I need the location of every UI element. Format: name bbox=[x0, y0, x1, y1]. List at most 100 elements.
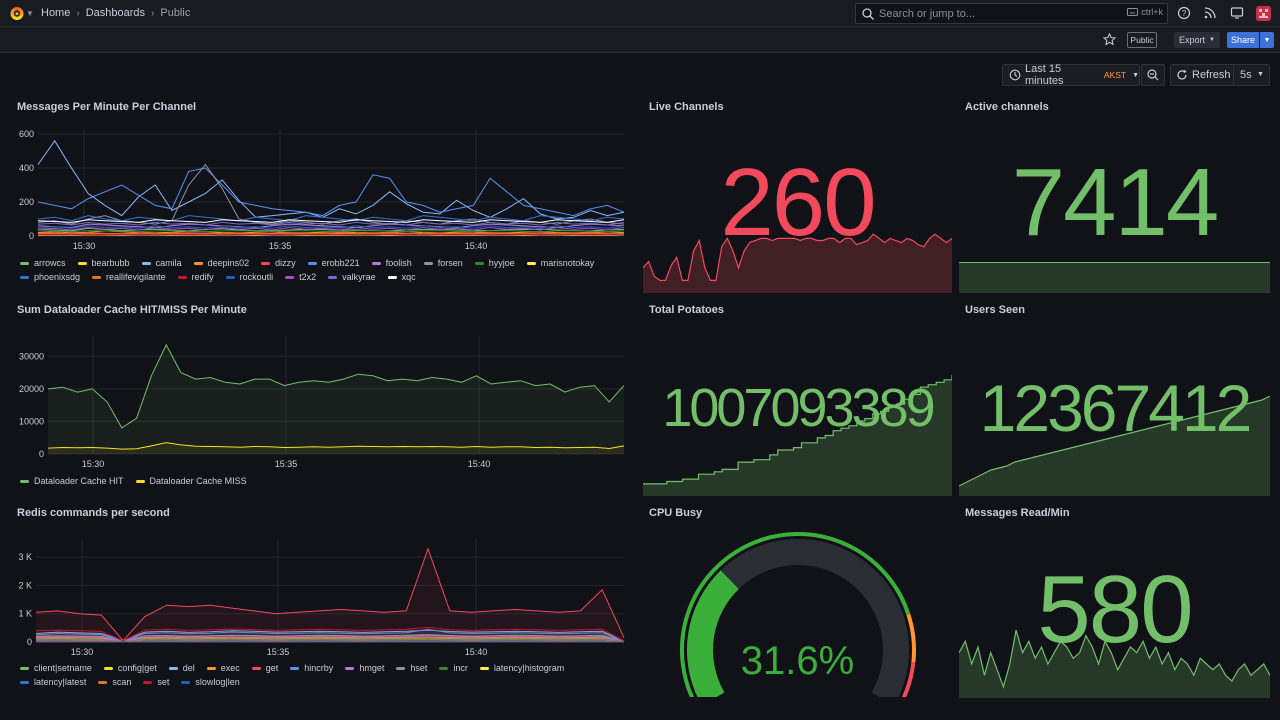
legend-item[interactable]: reallifevigilante bbox=[92, 272, 166, 282]
monitor-icon[interactable] bbox=[1230, 6, 1244, 20]
series-area bbox=[48, 344, 624, 454]
star-icon[interactable] bbox=[1103, 33, 1116, 46]
series-line bbox=[37, 167, 625, 217]
zoom-out-button[interactable] bbox=[1141, 64, 1165, 86]
legend-item[interactable]: client|setname bbox=[20, 663, 92, 673]
legend-label: phoenixsdg bbox=[34, 272, 81, 282]
messages-read-value: 580 bbox=[1037, 556, 1193, 663]
legend-label: arrowcs bbox=[34, 258, 66, 268]
panel-title-cpu-busy[interactable]: CPU Busy bbox=[649, 507, 703, 519]
series-line bbox=[35, 629, 625, 642]
redis-legend: client|setname config|get del exec get hincrb… bbox=[20, 663, 620, 687]
legend-item[interactable]: phoenixsdg bbox=[20, 272, 80, 282]
legend-item[interactable]: hset bbox=[396, 663, 427, 673]
chevron-down-icon[interactable]: ▼ bbox=[26, 9, 34, 18]
legend-item[interactable]: redify bbox=[177, 272, 214, 282]
legend-item[interactable]: Dataloader Cache MISS bbox=[135, 476, 247, 486]
legend-item[interactable]: config|get bbox=[103, 663, 157, 673]
legend-item[interactable]: hmget bbox=[345, 663, 384, 673]
dataloader-chart[interactable]: 30000 20000 10000 0 15:30 15:35 15:40 bbox=[10, 330, 630, 473]
legend-item[interactable]: dizzy bbox=[261, 258, 296, 268]
legend-label: camila bbox=[155, 258, 182, 268]
panel-title-total-potatoes[interactable]: Total Potatoes bbox=[649, 304, 724, 316]
redis-chart[interactable]: 3 K 2 K 1 K 0 15:30 15:35 15:40 bbox=[10, 535, 630, 661]
avatar-pattern-icon bbox=[1256, 6, 1271, 21]
legend-item[interactable]: bearbubb bbox=[77, 258, 130, 268]
panel-title-messages-read[interactable]: Messages Read/Min bbox=[965, 507, 1070, 519]
legend-item[interactable]: marisnotokay bbox=[526, 258, 594, 268]
share-options-button[interactable]: ▼ bbox=[1260, 32, 1274, 48]
gauge-threshold-green bbox=[679, 532, 911, 697]
panel-title-messages[interactable]: Messages Per Minute Per Channel bbox=[17, 101, 197, 113]
legend-swatch bbox=[328, 275, 338, 279]
legend-label: redify bbox=[191, 272, 214, 282]
legend-item[interactable]: slowlog|len bbox=[181, 677, 240, 687]
breadcrumb-dashboards[interactable]: Dashboards bbox=[85, 7, 146, 19]
share-button[interactable]: Share bbox=[1227, 32, 1259, 48]
dataloader-legend: Dataloader Cache HIT Dataloader Cache MIS… bbox=[20, 476, 620, 486]
legend-item[interactable]: camila bbox=[141, 258, 182, 268]
panel-title-dataloader[interactable]: Sum Dataloader Cache HIT/MISS Per Minute bbox=[17, 304, 247, 316]
legend-item[interactable]: scan bbox=[98, 677, 131, 687]
time-range-picker[interactable]: Last 15 minutes AKST ▼ bbox=[1002, 63, 1140, 87]
legend-swatch bbox=[479, 666, 489, 670]
series-line bbox=[47, 442, 625, 450]
legend-swatch bbox=[206, 666, 216, 670]
legend-item[interactable]: latency|latest bbox=[20, 677, 86, 687]
legend-item[interactable]: incr bbox=[439, 663, 468, 673]
legend-item[interactable]: xqc bbox=[387, 272, 416, 282]
refresh-picker[interactable]: Refresh 5s ▼ bbox=[1170, 64, 1270, 86]
legend-item[interactable]: set bbox=[143, 677, 169, 687]
help-icon[interactable]: ? bbox=[1177, 6, 1191, 20]
legend-item[interactable]: Dataloader Cache HIT bbox=[20, 476, 124, 486]
sparkline-area bbox=[959, 396, 1270, 496]
cpu-busy-value: 31.6% bbox=[740, 639, 855, 683]
panel-title-redis[interactable]: Redis commands per second bbox=[17, 507, 170, 519]
legend-label: scan bbox=[112, 677, 132, 687]
panel-title-live-channels[interactable]: Live Channels bbox=[649, 101, 724, 113]
legend-swatch bbox=[225, 275, 235, 279]
legend-item[interactable]: latency|histogram bbox=[479, 663, 564, 673]
legend-item[interactable]: erobb221 bbox=[307, 258, 360, 268]
legend-swatch bbox=[423, 261, 433, 265]
user-avatar[interactable] bbox=[1256, 6, 1271, 21]
legend-swatch bbox=[251, 666, 261, 670]
legend-swatch bbox=[371, 261, 381, 265]
legend-label: rockoutli bbox=[239, 272, 274, 282]
timezone-badge: AKST bbox=[1103, 70, 1127, 80]
messages-chart[interactable]: 600 400 200 0 15:30 15:35 15:40 bbox=[10, 122, 630, 257]
legend-item[interactable]: del bbox=[168, 663, 195, 673]
legend-swatch bbox=[387, 275, 397, 279]
legend-item[interactable]: hincrby bbox=[290, 663, 333, 673]
legend-item[interactable]: valkyrae bbox=[328, 272, 376, 282]
search-input[interactable]: Search or jump to... ctrl+k bbox=[855, 3, 1168, 24]
legend-swatch bbox=[20, 261, 29, 265]
series-area bbox=[36, 627, 624, 642]
legend-item[interactable]: t2x2 bbox=[285, 272, 316, 282]
legend-item[interactable]: deepins02 bbox=[193, 258, 249, 268]
y-tick-label: 600 bbox=[19, 129, 34, 139]
sparkline-area bbox=[959, 630, 1270, 698]
series-line bbox=[37, 230, 625, 234]
x-tick-label: 15:40 bbox=[465, 647, 488, 657]
legend-swatch bbox=[261, 261, 271, 265]
legend-item[interactable]: forsen bbox=[423, 258, 463, 268]
grafana-logo-icon[interactable] bbox=[9, 5, 25, 21]
active-channels-value: 7414 bbox=[1011, 149, 1220, 256]
export-button[interactable]: Export ▼ bbox=[1174, 32, 1220, 48]
legend-item[interactable]: get bbox=[251, 663, 278, 673]
refresh-button[interactable]: Refresh bbox=[1192, 69, 1231, 81]
panel-title-users-seen[interactable]: Users Seen bbox=[965, 304, 1025, 316]
breadcrumb-home[interactable]: Home bbox=[41, 7, 71, 19]
legend-item[interactable]: rockoutli bbox=[225, 272, 274, 282]
refresh-interval[interactable]: 5s bbox=[1240, 69, 1252, 81]
legend-swatch bbox=[141, 261, 151, 265]
messages-read-sparkline bbox=[959, 630, 1270, 698]
rss-news-icon[interactable] bbox=[1203, 6, 1217, 20]
legend-item[interactable]: foolish bbox=[371, 258, 412, 268]
panel-title-active-channels[interactable]: Active channels bbox=[965, 101, 1049, 113]
total-potatoes-sparkline bbox=[643, 375, 952, 496]
legend-item[interactable]: exec bbox=[206, 663, 240, 673]
legend-item[interactable]: hyyjoe bbox=[474, 258, 515, 268]
legend-item[interactable]: arrowcs bbox=[20, 258, 66, 268]
